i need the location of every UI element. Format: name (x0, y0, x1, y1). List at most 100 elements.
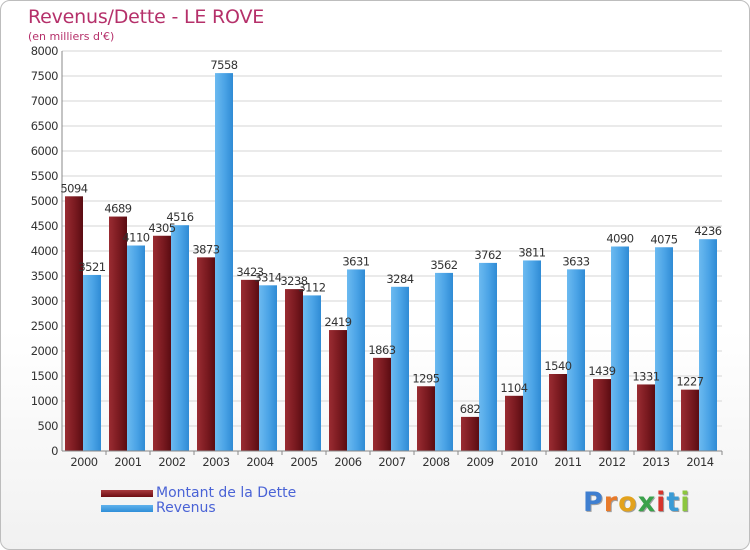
bar-debt (373, 357, 391, 451)
bar-revenus (259, 285, 277, 451)
bar-debt (549, 374, 567, 451)
y-axis: 0 500 1000 1500 2000 2500 3000 3500 4000 4500 5000… (31, 44, 63, 458)
data-label-debt: 2419 (324, 315, 351, 329)
data-label-debt: 3873 (192, 242, 219, 256)
logo-letter: r (603, 487, 619, 518)
legend-label-revenus: Revenus (156, 500, 216, 516)
data-label-debt: 4305 (148, 221, 175, 235)
bar-revenus (655, 247, 673, 451)
data-label-revenus: 3562 (430, 258, 457, 272)
data-label-debt: 1439 (588, 364, 615, 378)
bar-revenus (83, 274, 101, 451)
logo-letter: i (656, 487, 667, 518)
legend-swatch-revenus (101, 505, 153, 512)
data-label-debt: 1295 (412, 371, 439, 385)
bar-debt (65, 196, 83, 451)
x-tick-label: 2011 (554, 455, 581, 469)
bar-debt (241, 279, 259, 451)
bar-debt (461, 416, 479, 451)
y-tick-label: 1500 (31, 369, 58, 383)
data-label-revenus: 4110 (122, 231, 149, 245)
data-label-debt: 1104 (500, 381, 527, 395)
y-tick-label: 4000 (31, 244, 58, 258)
logo-letter: x (637, 487, 657, 518)
bar-debt (505, 395, 523, 451)
logo-letter: i (680, 487, 691, 518)
bar-debt (637, 384, 655, 451)
proxiti-logo: Proxiti (583, 487, 691, 518)
y-tick-label: 6500 (31, 119, 58, 133)
bar-debt (285, 289, 303, 451)
data-label-revenus: 3112 (298, 280, 325, 294)
y-tick-label: 7000 (31, 94, 58, 108)
data-label-debt: 682 (460, 402, 481, 416)
x-tick-label: 2004 (246, 455, 273, 469)
x-tick-label: 2002 (158, 455, 185, 469)
bar-debt (153, 235, 171, 451)
data-label-debt: 1863 (368, 343, 395, 357)
bar-revenus (479, 262, 497, 451)
y-tick-label: 7500 (31, 69, 58, 83)
data-label-revenus: 3633 (562, 254, 589, 268)
bar-debt (197, 257, 215, 451)
bar-revenus (611, 246, 629, 451)
x-tick-label: 2012 (598, 455, 625, 469)
x-tick-label: 2009 (466, 455, 493, 469)
bar-debt (109, 216, 127, 451)
data-label-revenus: 3314 (254, 270, 281, 284)
y-tick-label: 5000 (31, 194, 58, 208)
x-tick-label: 2008 (422, 455, 449, 469)
y-tick-label: 1000 (31, 394, 58, 408)
data-label-revenus: 4090 (606, 232, 633, 246)
x-tick-label: 2005 (290, 455, 317, 469)
logo-letter: t (666, 487, 681, 518)
bar-debt (593, 379, 611, 451)
bar-debt (681, 389, 699, 451)
data-label-debt: 3423 (236, 265, 263, 279)
data-label-revenus: 3284 (386, 272, 413, 286)
bar-revenus (567, 269, 585, 451)
data-label-revenus: 3811 (518, 245, 545, 259)
data-label-debt: 1227 (676, 375, 703, 389)
bar-revenus (347, 269, 365, 451)
y-tick-label: 0 (51, 444, 58, 458)
x-tick-label: 2007 (378, 455, 405, 469)
y-tick-label: 3500 (31, 269, 58, 283)
data-label-revenus: 7558 (210, 58, 237, 72)
y-tick-label: 2500 (31, 319, 58, 333)
bar-revenus (435, 272, 453, 451)
x-tick-label: 2000 (70, 455, 97, 469)
x-tick-label: 2003 (202, 455, 229, 469)
data-label-debt: 1540 (544, 359, 571, 373)
data-label-debt: 1331 (632, 369, 659, 383)
x-tick-label: 2013 (642, 455, 669, 469)
data-label-revenus: 4236 (694, 224, 721, 238)
y-tick-label: 4500 (31, 219, 58, 233)
bar-revenus (303, 295, 321, 451)
chart-title: Revenus/Dette - LE ROVE (28, 6, 265, 28)
x-tick-label: 2006 (334, 455, 361, 469)
data-label-revenus: 3631 (342, 254, 369, 268)
bar-revenus (523, 260, 541, 451)
logo-letter: P (583, 487, 604, 518)
chart-subtitle: (en milliers d'€) (28, 30, 115, 43)
legend-label-debt: Montant de la Dette (156, 485, 297, 501)
y-tick-label: 8000 (31, 44, 58, 58)
y-tick-label: 5500 (31, 169, 58, 183)
bar-revenus (127, 245, 145, 451)
data-label-revenus: 4075 (650, 232, 677, 246)
bar-revenus (215, 73, 233, 451)
data-label-debt: 5094 (60, 181, 87, 195)
data-label-revenus: 3762 (474, 248, 501, 262)
x-tick-label: 2014 (686, 455, 713, 469)
data-label-debt: 4689 (104, 202, 131, 216)
bar-revenus (699, 239, 717, 451)
legend-swatch-debt (101, 490, 153, 497)
y-tick-label: 3000 (31, 294, 58, 308)
x-axis: 2000 2001 2002 2003 2004 2005 2006 2007 2008 2009… (62, 450, 723, 469)
x-tick-label: 2001 (114, 455, 141, 469)
bar-debt (417, 386, 435, 451)
